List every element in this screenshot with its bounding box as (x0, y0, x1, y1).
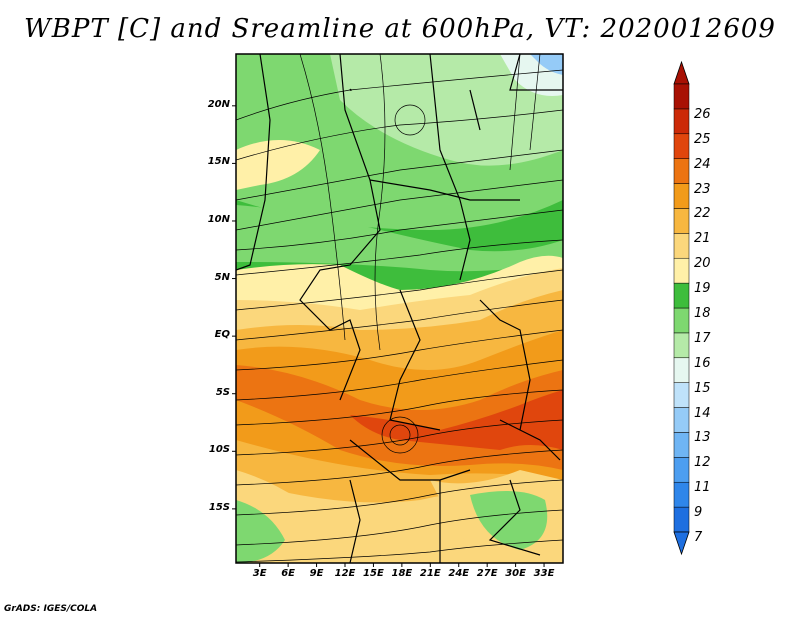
colorbar-label: 15 (694, 380, 711, 396)
colorbar-label: 14 (694, 405, 711, 421)
lat-label: 10S (208, 444, 230, 456)
lon-label: 18E (391, 568, 413, 579)
colorbar-swatch (673, 183, 690, 209)
lon-label: 27E (476, 568, 498, 579)
colorbar-swatch (673, 432, 690, 458)
colorbar-label: 12 (694, 455, 711, 471)
colorbar-swatch (673, 208, 690, 234)
colorbar-swatch (673, 481, 690, 508)
lon-ticks (259, 563, 545, 567)
colorbar-label: 16 (694, 355, 711, 371)
lon-label: 6E (281, 568, 296, 579)
colorbar-label: 7 (694, 530, 703, 545)
colorbar-label: 22 (694, 206, 711, 222)
colorbar-swatch (673, 407, 690, 433)
colorbar-label: 9 (694, 505, 703, 521)
lon-label: 9E (309, 568, 324, 579)
lon-label: 33E (533, 568, 555, 579)
map-frame (235, 53, 564, 564)
chart-title: WBPT [C] and Sreamline at 600hPa, VT: 20… (24, 14, 776, 44)
colorbar-swatch (673, 382, 690, 408)
colorbar-label: 21 (694, 231, 711, 247)
colorbar-label: 23 (694, 181, 711, 197)
lon-label: 12E (334, 568, 356, 579)
lon-label: 15E (363, 568, 384, 579)
lon-label: 21E (419, 568, 441, 579)
lat-label: 15S (208, 501, 230, 513)
colorbar-label: 20 (694, 256, 711, 272)
colorbar-label: 13 (694, 430, 711, 446)
country-borders (236, 54, 563, 563)
colorbar-swatch (673, 457, 690, 483)
colorbar-label: 17 (694, 330, 711, 346)
colorbar-label: 18 (694, 306, 711, 321)
streamlines (236, 54, 563, 563)
lat-label: 5N (214, 271, 230, 283)
colorbar-swatch (673, 357, 690, 383)
colorbar-swatch (673, 133, 690, 159)
lon-label: 30E (505, 568, 526, 579)
colorbar-top-arrow (673, 60, 690, 85)
colorbar-bottom-arrow (673, 531, 690, 556)
colorbar-swatch (673, 282, 690, 309)
colorbar-swatch (673, 257, 690, 284)
lon-label: 3E (252, 568, 267, 579)
wbpt-field (236, 54, 563, 563)
colorbar-swatch (673, 307, 690, 334)
lat-ticks (232, 105, 236, 510)
lat-label: 10N (207, 213, 230, 225)
colorbar-label: 19 (694, 281, 711, 297)
lat-label: EQ (214, 329, 230, 341)
lat-label: 20N (207, 98, 230, 110)
colorbar (673, 60, 690, 556)
lat-label: 5S (215, 386, 230, 398)
colorbar-label: 25 (694, 131, 711, 147)
lon-label: 24E (448, 568, 470, 579)
colorbar-label: 24 (694, 156, 711, 172)
lat-label: 15N (207, 156, 230, 168)
grads-credit: GrADS: IGES/COLA (4, 604, 98, 614)
colorbar-swatch (673, 108, 690, 135)
colorbar-swatch (673, 158, 690, 184)
colorbar-swatch (673, 83, 690, 110)
colorbar-swatch (673, 506, 690, 533)
colorbar-label: 11 (694, 480, 711, 496)
colorbar-swatch (673, 332, 690, 359)
colorbar-label: 26 (694, 106, 711, 122)
colorbar-swatch (673, 233, 690, 259)
